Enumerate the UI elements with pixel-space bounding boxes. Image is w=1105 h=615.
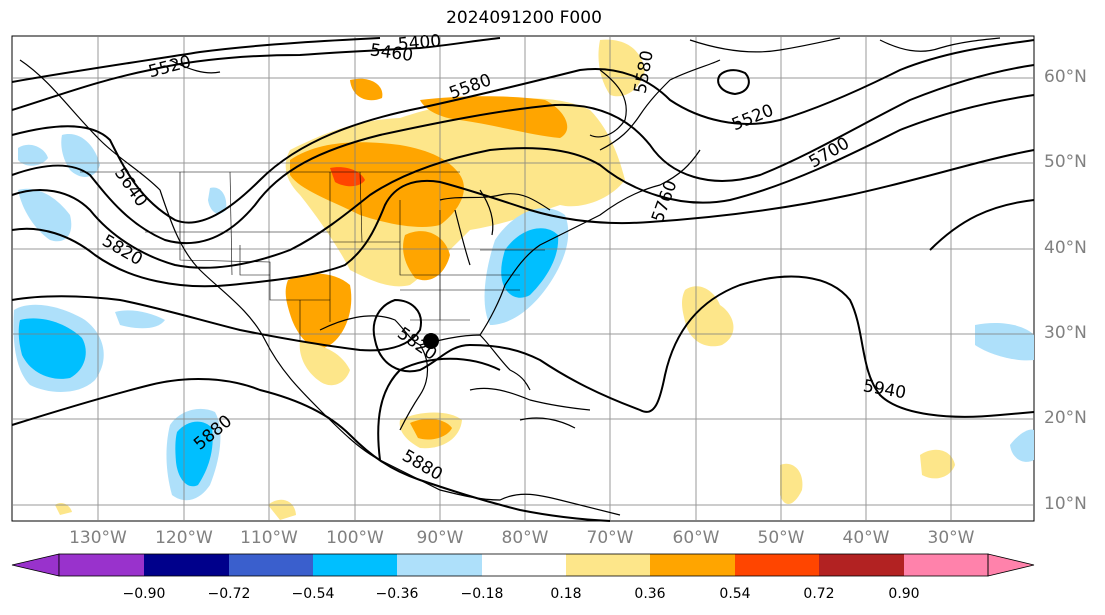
colorbar-extend-low (11, 553, 60, 577)
storm-center-marker (423, 333, 439, 349)
colorbar-tick-label: −0.72 (207, 586, 251, 602)
lat-label: 10°N (1044, 494, 1087, 514)
colorbar-segment (819, 554, 904, 576)
lat-label: 60°N (1044, 67, 1087, 87)
colorbar-tick-label: 0.90 (888, 586, 920, 602)
height-contours (11, 37, 1035, 522)
colorbar-segment (904, 554, 988, 576)
colorbar-tick-label: 0.72 (803, 586, 835, 602)
graticule (12, 36, 1034, 521)
lat-label: 40°N (1044, 238, 1087, 258)
colorbar-segment (650, 554, 735, 576)
colorbar-segment (735, 554, 819, 576)
lat-label: 50°N (1044, 152, 1087, 172)
colorbar (11, 553, 1035, 577)
lat-label: 30°N (1044, 323, 1087, 343)
lat-label: 20°N (1044, 408, 1087, 428)
contour-label: 5400 (397, 31, 442, 55)
lon-label: 30°W (927, 528, 975, 548)
colorbar-segment (144, 554, 229, 576)
colorbar-tick-label: 0.18 (550, 586, 582, 602)
colorbar-segment (566, 554, 650, 576)
colorbar-tick-label: 0.54 (719, 586, 751, 602)
colorbar-tick-label: 0.36 (634, 586, 666, 602)
colorbar-tick-label: −0.54 (291, 586, 335, 602)
colorbar-tick-label: −0.36 (375, 586, 419, 602)
coastlines (19, 37, 1001, 516)
colorbar-segment (229, 554, 313, 576)
lon-label: 90°W (416, 528, 464, 548)
map-title: 2024091200 F000 (446, 8, 602, 28)
lon-label: 70°W (586, 528, 634, 548)
colorbar-segment (397, 554, 482, 576)
colorbar-segment (482, 554, 566, 576)
colorbar-segment (59, 554, 144, 576)
lon-label: 60°W (672, 528, 720, 548)
lon-label: 100°W (326, 528, 384, 548)
lon-label: 110°W (240, 528, 298, 548)
lon-label: 120°W (155, 528, 213, 548)
colorbar-extend-high (987, 553, 1035, 577)
colorbar-tick-label: −0.18 (460, 586, 504, 602)
colorbar-segment (313, 554, 397, 576)
lon-label: 130°W (69, 528, 127, 548)
lon-label: 80°W (501, 528, 549, 548)
lon-label: 40°W (842, 528, 890, 548)
lon-label: 50°W (757, 528, 805, 548)
colorbar-tick-label: −0.90 (122, 586, 166, 602)
